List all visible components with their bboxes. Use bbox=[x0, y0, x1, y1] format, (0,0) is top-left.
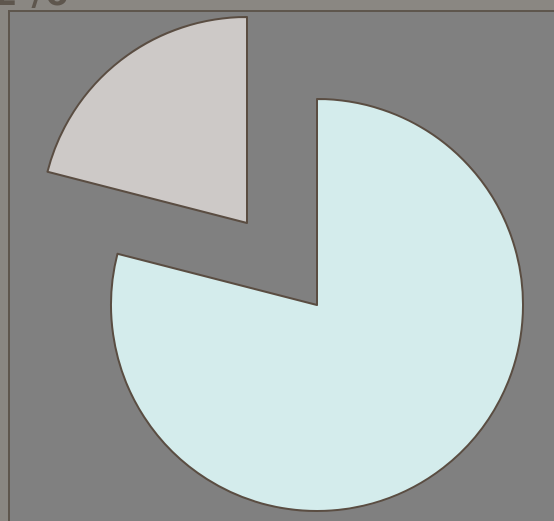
pie-slice-1 bbox=[46, 16, 248, 224]
pie-slices bbox=[46, 16, 524, 512]
pie-slice-0 bbox=[110, 98, 524, 512]
